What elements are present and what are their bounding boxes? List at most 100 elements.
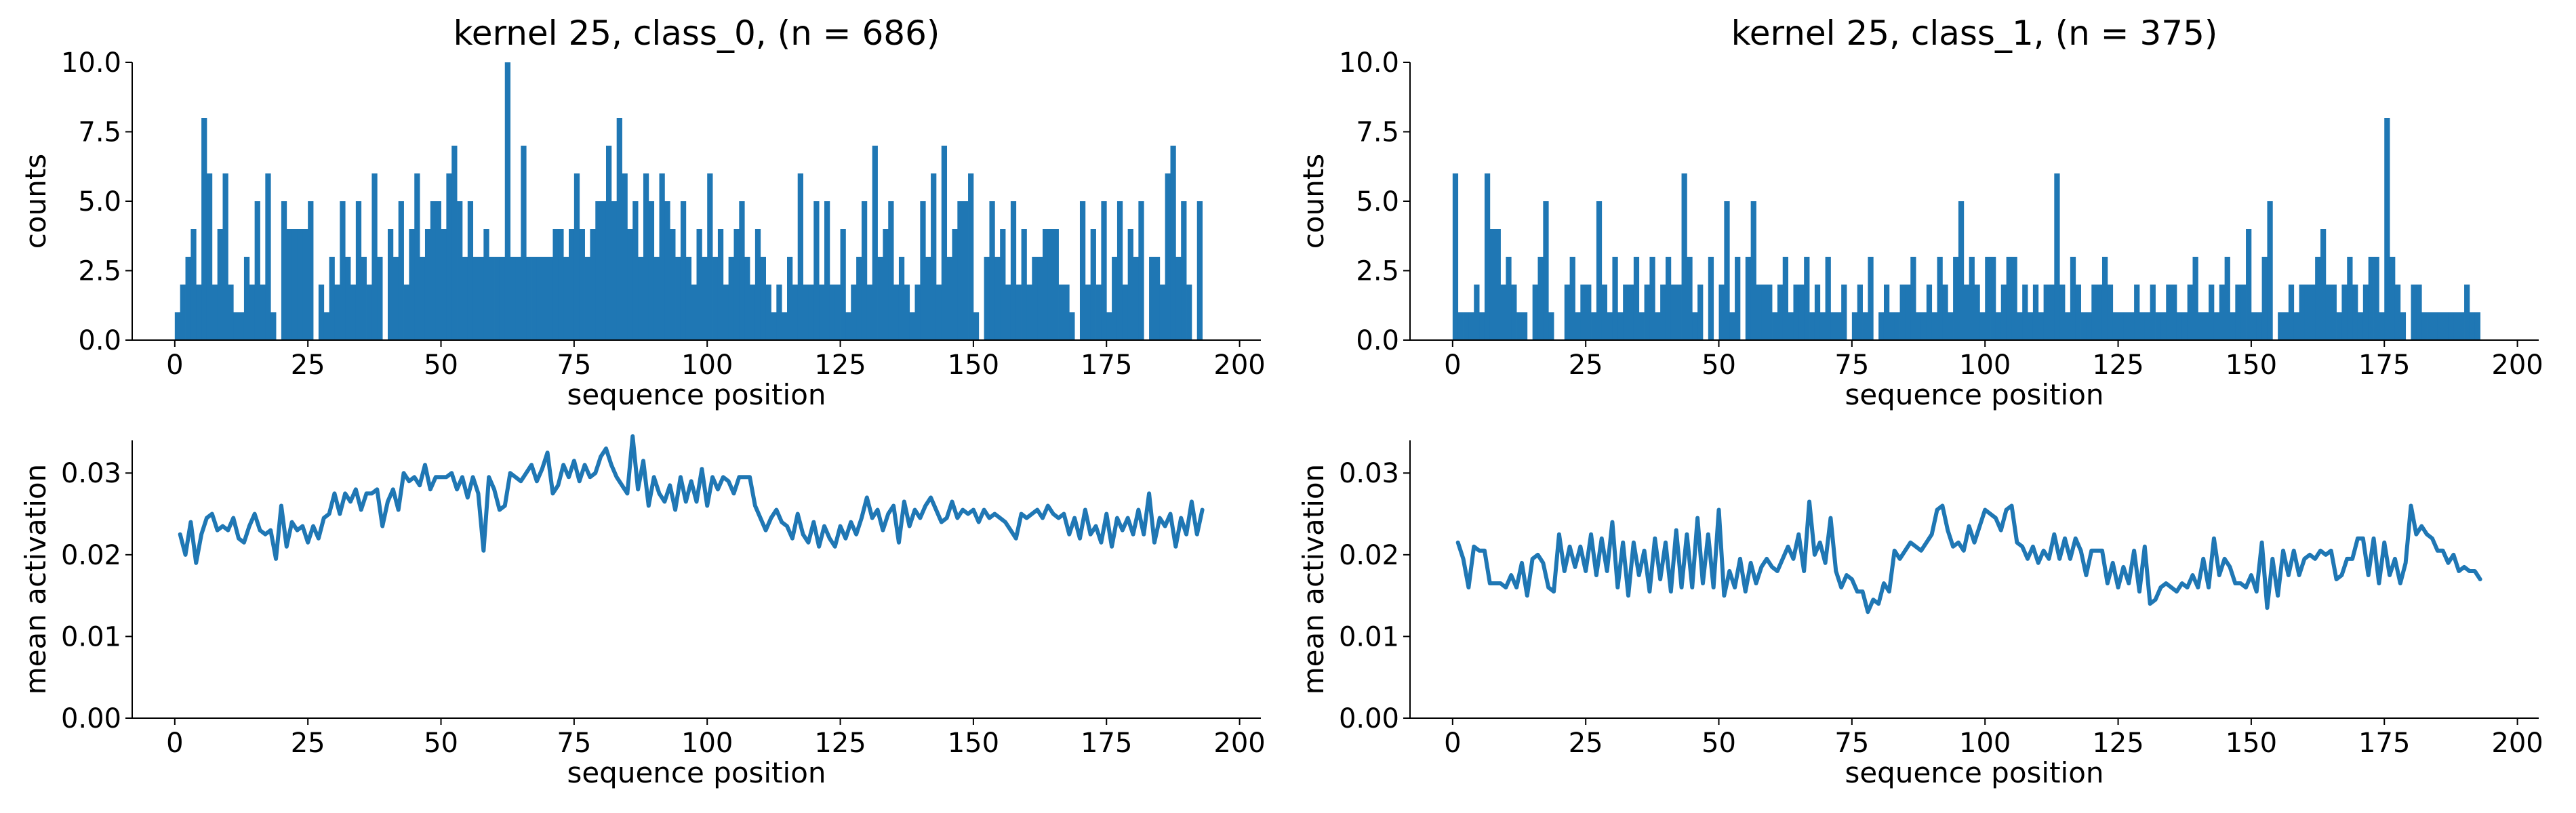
bar bbox=[659, 173, 665, 340]
bar bbox=[2043, 285, 2049, 340]
bar bbox=[393, 257, 399, 340]
bar bbox=[441, 229, 447, 340]
bar bbox=[1591, 312, 1597, 340]
bar bbox=[2017, 312, 2023, 340]
bar bbox=[270, 312, 277, 340]
bar bbox=[222, 173, 228, 340]
bar bbox=[754, 229, 761, 340]
x-tick-label: 25 bbox=[1569, 350, 1603, 381]
bar bbox=[1782, 257, 1789, 340]
bar bbox=[424, 229, 431, 340]
bar bbox=[2209, 285, 2215, 340]
bar bbox=[499, 257, 506, 340]
bar bbox=[446, 173, 452, 340]
bar bbox=[1655, 312, 1661, 340]
bar bbox=[601, 201, 607, 340]
bar bbox=[1830, 312, 1836, 340]
bar bbox=[1942, 285, 1948, 340]
x-tick-label: 175 bbox=[1081, 728, 1132, 759]
bar bbox=[941, 146, 948, 340]
bar bbox=[2000, 285, 2007, 340]
bar bbox=[345, 257, 351, 340]
bar bbox=[2390, 257, 2396, 340]
bar bbox=[1543, 201, 1549, 340]
bar bbox=[536, 257, 543, 340]
bar bbox=[1905, 285, 1911, 340]
bar bbox=[1862, 312, 1868, 340]
bar bbox=[1729, 312, 1735, 340]
bar bbox=[2474, 312, 2480, 340]
bar bbox=[371, 173, 378, 340]
y-tick-label: 5.0 bbox=[78, 186, 121, 217]
bar bbox=[1931, 312, 1937, 340]
histogram-class-0-panel: 0 25 50 75 100 125 150 175 200 0.0 2.5 5.0 7.5 10.0 se… bbox=[19, 14, 1266, 411]
bar bbox=[664, 201, 670, 340]
y-tick-label: 0.02 bbox=[61, 540, 121, 571]
bar bbox=[893, 285, 900, 340]
x-tick-label: 75 bbox=[557, 728, 591, 759]
bar bbox=[2325, 285, 2332, 340]
bar bbox=[1814, 285, 1821, 340]
bar bbox=[2267, 201, 2273, 340]
x-tick-label: 175 bbox=[1081, 350, 1132, 381]
bar bbox=[2373, 257, 2379, 340]
bar bbox=[1170, 146, 1176, 340]
x-tick-label: 200 bbox=[1213, 350, 1265, 381]
bar bbox=[1175, 257, 1182, 340]
bar bbox=[1756, 285, 1762, 340]
bar bbox=[1670, 285, 1677, 340]
bar bbox=[2256, 312, 2262, 340]
bar bbox=[1777, 285, 1784, 340]
bar bbox=[2235, 285, 2241, 340]
y-tick-label: 10.0 bbox=[1339, 47, 1399, 79]
bar bbox=[2118, 312, 2124, 340]
bar bbox=[2075, 285, 2081, 340]
x-axis-label: sequence position bbox=[567, 756, 826, 789]
bar bbox=[1021, 229, 1027, 340]
y-axis-label: mean activation bbox=[19, 464, 52, 694]
bar bbox=[2427, 312, 2433, 340]
bar bbox=[366, 285, 372, 340]
x-axis-label: sequence position bbox=[1845, 378, 2104, 411]
bar bbox=[414, 173, 420, 340]
x-tick-label: 100 bbox=[681, 350, 733, 381]
x-tick-label: 125 bbox=[2092, 350, 2144, 381]
x-tick-label: 175 bbox=[2358, 728, 2410, 759]
x-tick-label: 150 bbox=[948, 350, 999, 381]
bar bbox=[1851, 312, 1858, 340]
bar bbox=[632, 201, 639, 340]
bar bbox=[1718, 285, 1725, 340]
y-axis-label: counts bbox=[1297, 154, 1330, 249]
bar bbox=[281, 201, 287, 340]
bar bbox=[1617, 312, 1624, 340]
y-tick-label: 0.00 bbox=[61, 703, 121, 734]
y-tick-label: 7.5 bbox=[1356, 117, 1399, 148]
bar bbox=[1484, 173, 1491, 340]
bar bbox=[909, 312, 915, 340]
x-tick-label: 75 bbox=[1834, 728, 1869, 759]
bar bbox=[2032, 285, 2039, 340]
bar bbox=[1724, 201, 1730, 340]
bar bbox=[1569, 257, 1575, 340]
bar bbox=[217, 229, 223, 340]
bar bbox=[1623, 285, 1629, 340]
bar bbox=[1798, 285, 1805, 340]
bar bbox=[1010, 201, 1017, 340]
bar bbox=[2123, 312, 2129, 340]
bar bbox=[291, 229, 298, 340]
y-tick-label: 0.02 bbox=[1339, 540, 1399, 571]
x-tick-label: 150 bbox=[2226, 728, 2277, 759]
chart-title: kernel 25, class_0, (n = 686) bbox=[454, 14, 940, 53]
bar bbox=[489, 257, 495, 340]
bar bbox=[467, 201, 474, 340]
bar bbox=[2464, 285, 2470, 340]
series-line bbox=[1455, 499, 2482, 614]
bar bbox=[265, 173, 271, 340]
bar bbox=[1660, 285, 1666, 340]
bar bbox=[350, 285, 357, 340]
x-tick-label: 150 bbox=[948, 728, 999, 759]
bar bbox=[531, 257, 538, 340]
bar bbox=[2394, 285, 2401, 340]
bar bbox=[2107, 285, 2114, 340]
bar bbox=[1468, 312, 1474, 340]
